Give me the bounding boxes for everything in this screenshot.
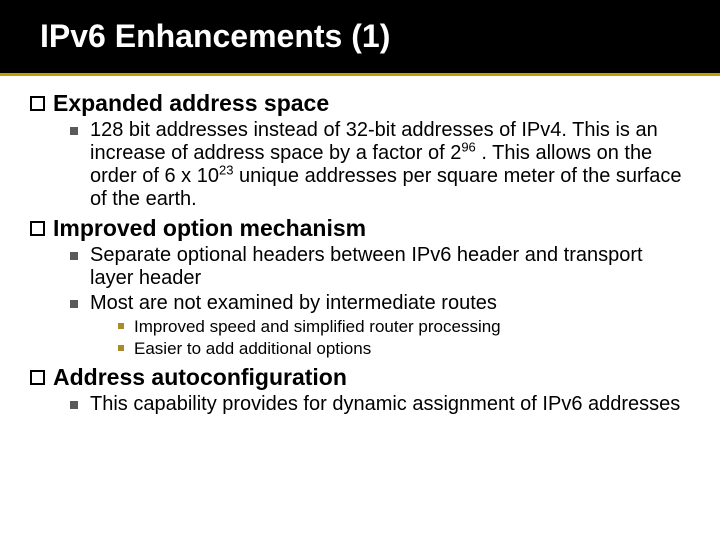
sub-bullet-list: Improved speed and simplified router pro… bbox=[90, 316, 690, 360]
square-bullet-icon bbox=[30, 96, 45, 111]
list-item: This capability provides for dynamic ass… bbox=[70, 393, 690, 416]
list-item-text: 128 bit addresses instead of 32-bit addr… bbox=[90, 119, 681, 210]
section-heading: Expanded address space bbox=[30, 90, 690, 117]
square-bullet-icon bbox=[30, 370, 45, 385]
bullet-list: 128 bit addresses instead of 32-bit addr… bbox=[30, 119, 690, 211]
section-heading-text: Address autoconfiguration bbox=[53, 364, 347, 391]
sub-list-item: Easier to add additional options bbox=[118, 338, 690, 359]
list-item: 128 bit addresses instead of 32-bit addr… bbox=[70, 119, 690, 211]
bullet-list: This capability provides for dynamic ass… bbox=[30, 393, 690, 416]
sub-list-item: Improved speed and simplified router pro… bbox=[118, 316, 690, 337]
slide-content: Expanded address space 128 bit addresses… bbox=[0, 76, 720, 416]
section-heading-text: Improved option mechanism bbox=[53, 215, 366, 242]
list-item-text: Separate optional headers between IPv6 h… bbox=[90, 244, 643, 289]
slide-title: IPv6 Enhancements (1) bbox=[40, 18, 720, 55]
title-bar: IPv6 Enhancements (1) bbox=[0, 0, 720, 76]
section-heading: Address autoconfiguration bbox=[30, 364, 690, 391]
bullet-list: Separate optional headers between IPv6 h… bbox=[30, 244, 690, 360]
list-item: Separate optional headers between IPv6 h… bbox=[70, 244, 690, 290]
section-heading: Improved option mechanism bbox=[30, 215, 690, 242]
list-item-text: This capability provides for dynamic ass… bbox=[90, 393, 680, 415]
list-item-text: Most are not examined by intermediate ro… bbox=[90, 292, 497, 314]
section-heading-text: Expanded address space bbox=[53, 90, 329, 117]
square-bullet-icon bbox=[30, 221, 45, 236]
list-item: Most are not examined by intermediate ro… bbox=[70, 292, 690, 360]
